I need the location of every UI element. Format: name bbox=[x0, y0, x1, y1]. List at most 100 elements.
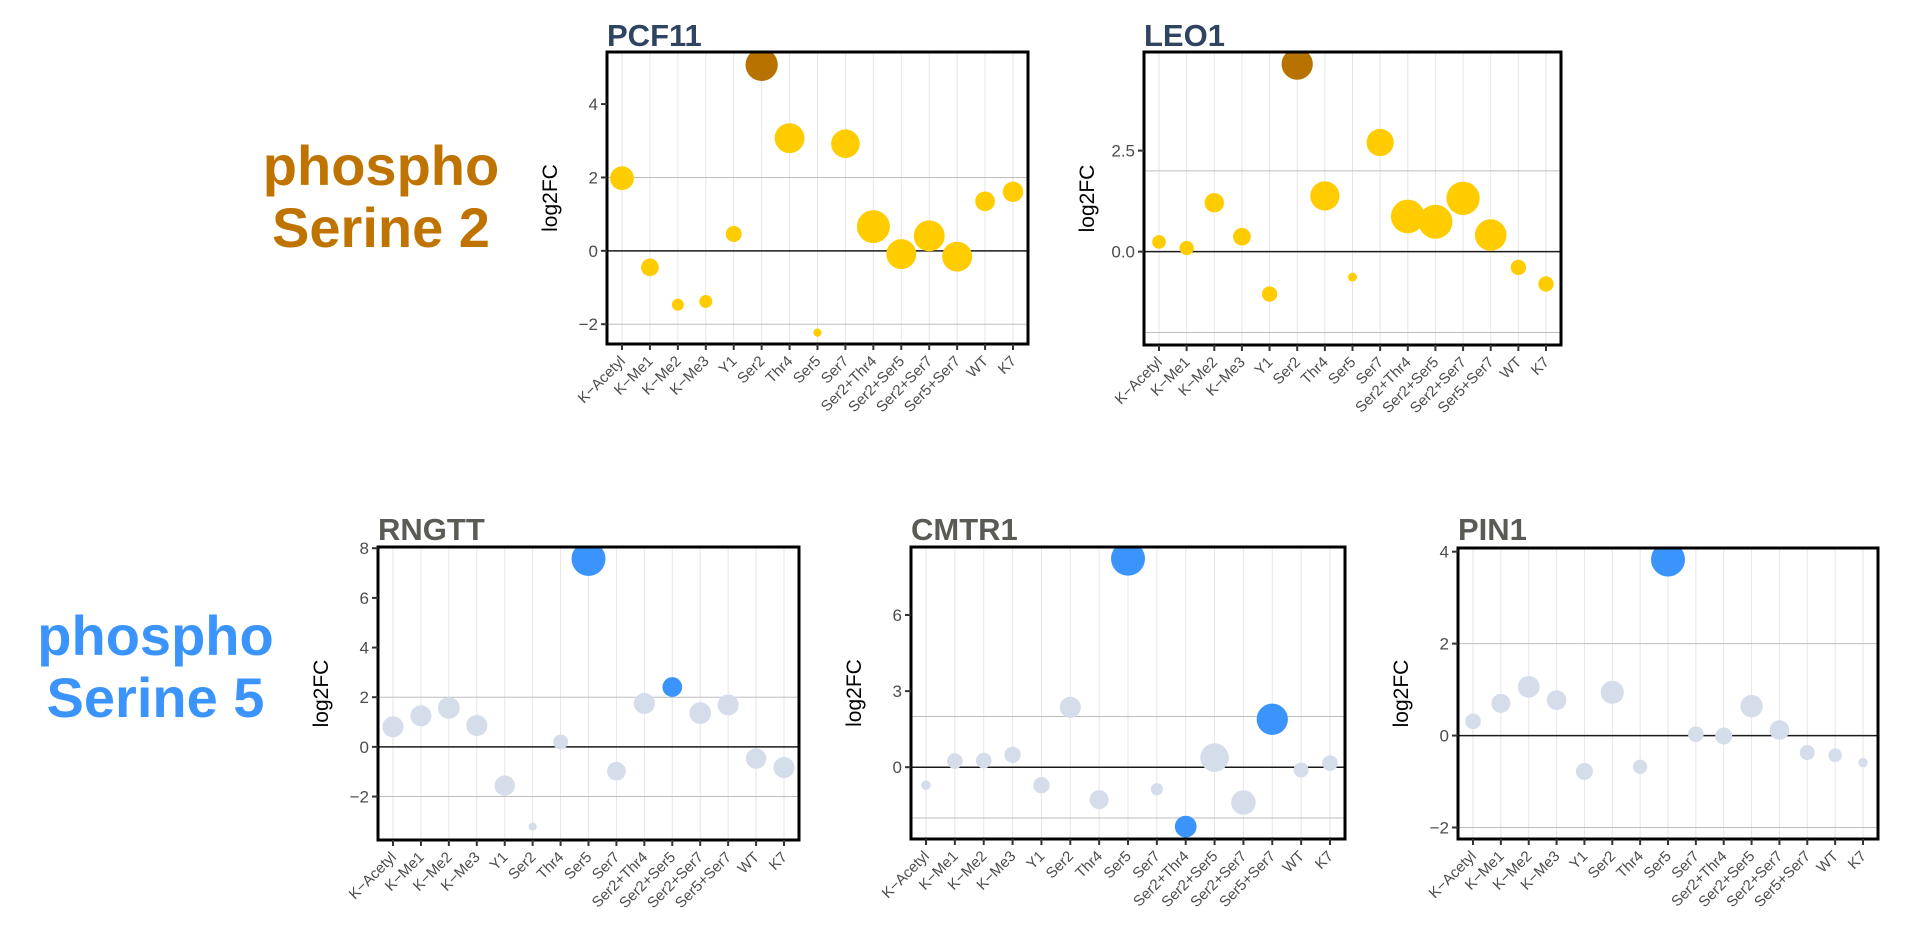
data-point bbox=[699, 294, 713, 308]
data-point bbox=[571, 547, 606, 576]
data-point bbox=[1174, 815, 1197, 838]
data-point bbox=[1828, 748, 1842, 763]
data-point bbox=[745, 748, 767, 769]
data-point bbox=[1233, 227, 1251, 246]
y-tick-label: 4 bbox=[1440, 543, 1449, 562]
data-point bbox=[1517, 675, 1540, 698]
data-point bbox=[1310, 181, 1340, 211]
data-point bbox=[1769, 720, 1790, 740]
data-point bbox=[725, 225, 742, 242]
row-label-phospho-serine-2: phospho Serine 2 bbox=[250, 135, 512, 259]
y-tick-label: 3 bbox=[893, 682, 902, 701]
x-tick-label: Ser5 bbox=[561, 849, 595, 883]
points-layer bbox=[1152, 52, 1554, 302]
data-point bbox=[1366, 128, 1394, 157]
data-point bbox=[1799, 745, 1815, 761]
points-layer bbox=[1465, 548, 1868, 780]
y-tick-label: −2 bbox=[1430, 819, 1449, 838]
row-label-line2: Serine 5 bbox=[46, 666, 265, 729]
chart-title: PCF11 bbox=[607, 18, 702, 53]
y-tick-label: 6 bbox=[893, 606, 902, 625]
x-tick-label: WT bbox=[1497, 354, 1526, 383]
x-tick-label: Ser5 bbox=[1325, 354, 1359, 388]
row-label-phospho-serine-5: phospho Serine 5 bbox=[18, 605, 293, 729]
data-point bbox=[1651, 548, 1685, 577]
data-point bbox=[774, 123, 805, 154]
data-point bbox=[671, 298, 684, 311]
data-point bbox=[1510, 259, 1527, 276]
x-tick-label: K7 bbox=[1845, 848, 1870, 873]
data-point bbox=[410, 705, 432, 727]
data-point bbox=[607, 761, 626, 781]
data-point bbox=[689, 702, 712, 724]
data-point bbox=[947, 753, 963, 769]
data-point bbox=[913, 220, 945, 252]
y-tick-label: 8 bbox=[360, 539, 369, 558]
data-point bbox=[1633, 759, 1648, 774]
data-point bbox=[1256, 703, 1288, 735]
x-tick-label: WT bbox=[734, 849, 763, 878]
y-tick-label: 0 bbox=[1440, 727, 1449, 746]
data-point bbox=[662, 677, 683, 697]
data-point bbox=[813, 328, 822, 337]
y-axis-label: log2FC bbox=[1076, 165, 1099, 233]
y-tick-label: 4 bbox=[360, 639, 369, 658]
data-point bbox=[1740, 694, 1763, 718]
data-point bbox=[942, 241, 973, 272]
data-point bbox=[1322, 755, 1338, 771]
data-point bbox=[886, 239, 917, 270]
data-point bbox=[1600, 680, 1624, 704]
data-point bbox=[1152, 235, 1166, 249]
data-point bbox=[437, 697, 460, 719]
data-point bbox=[553, 734, 569, 750]
chart-title: PIN1 bbox=[1458, 512, 1527, 547]
y-axis-label: log2FC bbox=[1390, 660, 1413, 728]
data-point bbox=[831, 129, 860, 158]
data-point bbox=[745, 52, 778, 81]
data-point bbox=[494, 775, 515, 796]
chart-title: RNGTT bbox=[378, 512, 485, 547]
x-tick-label: Ser5 bbox=[1100, 848, 1134, 882]
data-point bbox=[633, 692, 655, 714]
points-layer bbox=[610, 52, 1024, 337]
x-tick-label: Ser2 bbox=[734, 353, 768, 387]
y-tick-label: 2 bbox=[1440, 635, 1449, 654]
y-tick-label: 6 bbox=[360, 589, 369, 608]
data-point bbox=[466, 714, 488, 737]
x-tick-label: WT bbox=[1813, 848, 1842, 877]
x-tick-label: K7 bbox=[1312, 848, 1337, 873]
data-point bbox=[921, 780, 931, 790]
x-tick-label: WT bbox=[963, 353, 992, 382]
y-tick-label: −2 bbox=[350, 788, 369, 807]
y-axis-label: log2FC bbox=[539, 164, 562, 232]
data-point bbox=[856, 210, 890, 244]
y-axis-label: log2FC bbox=[310, 660, 333, 728]
x-tick-label: Thr4 bbox=[1613, 848, 1647, 882]
data-point bbox=[975, 191, 995, 212]
data-point bbox=[1348, 272, 1357, 282]
data-point bbox=[1179, 240, 1194, 256]
row-label-line2: Serine 2 bbox=[272, 196, 490, 259]
x-tick-label: K7 bbox=[1528, 354, 1553, 379]
data-point bbox=[641, 258, 659, 277]
x-tick-label: Thr4 bbox=[1298, 354, 1332, 388]
chart-title: LEO1 bbox=[1144, 18, 1225, 53]
data-point bbox=[1418, 204, 1453, 239]
x-tick-label: WT bbox=[1279, 848, 1308, 877]
y-tick-label: 2.5 bbox=[1111, 142, 1135, 161]
chart-title: CMTR1 bbox=[911, 512, 1018, 547]
data-point bbox=[1089, 790, 1109, 810]
data-point bbox=[1546, 690, 1567, 711]
data-point bbox=[1261, 286, 1278, 302]
row-label-line1: phospho bbox=[37, 604, 274, 667]
data-point bbox=[1033, 777, 1050, 794]
data-point bbox=[975, 752, 992, 769]
x-tick-label: Ser2 bbox=[505, 849, 539, 883]
data-point bbox=[1474, 219, 1507, 251]
data-point bbox=[1446, 181, 1480, 215]
